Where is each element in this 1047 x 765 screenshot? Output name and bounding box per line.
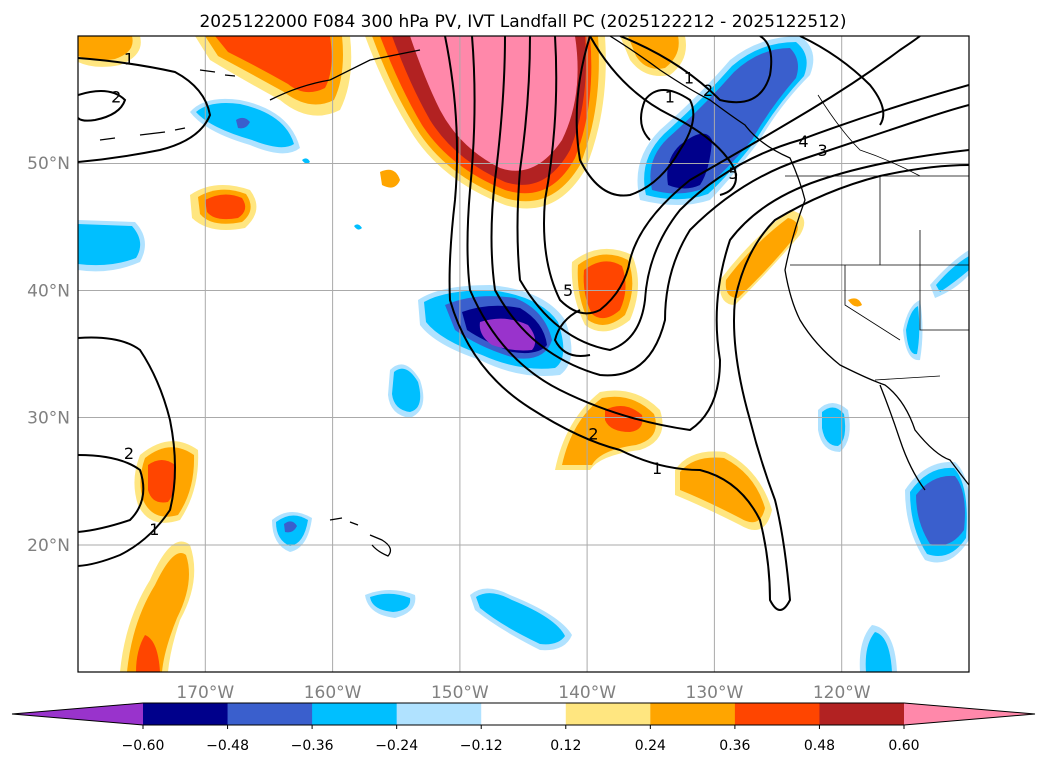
pv-positive-aleutian-east bbox=[195, 36, 352, 116]
contour-label: 5 bbox=[728, 164, 738, 183]
lon-tick-label: 140°W bbox=[558, 683, 616, 703]
colorbar-tick-label: 0.12 bbox=[550, 738, 581, 754]
colorbar-segment bbox=[819, 703, 905, 725]
colorbar-segment bbox=[481, 703, 567, 725]
pv-negative-small-dot bbox=[302, 158, 310, 164]
contour-label: 4 bbox=[798, 132, 808, 151]
colorbar-tick-label: 0.60 bbox=[888, 738, 919, 754]
colorbar-extend-high bbox=[904, 703, 1035, 725]
colorbar-tick-label: −0.36 bbox=[291, 738, 334, 754]
lat-tick-label: 30°N bbox=[27, 409, 70, 429]
lat-tick-label: 50°N bbox=[27, 154, 70, 174]
lon-tick-label: 170°W bbox=[176, 683, 234, 703]
lat-tick-label: 40°N bbox=[27, 281, 70, 301]
pv-negative-aleutian-south bbox=[190, 98, 300, 154]
colorbar-segment bbox=[396, 703, 482, 725]
lon-tick-label: 160°W bbox=[304, 683, 362, 703]
pv-positive-gulf-of-alaska bbox=[365, 36, 606, 209]
colorbar-tick-label: 0.48 bbox=[804, 738, 835, 754]
colorbar-segment bbox=[227, 703, 313, 725]
contour-label: 2 bbox=[111, 88, 121, 107]
pv-positive-california-coast bbox=[719, 210, 805, 305]
pv-negative-south-hawaii bbox=[365, 590, 416, 618]
contour-label: 2 bbox=[703, 81, 713, 100]
pv-positive-30n-140w bbox=[555, 390, 663, 470]
colorbar-segment bbox=[565, 703, 651, 725]
map-frame bbox=[77, 35, 970, 673]
coastlines bbox=[99, 36, 969, 557]
map-title: 2025122000 F084 300 hPa PV, IVT Landfall… bbox=[199, 12, 846, 32]
pv-negative-west-45n bbox=[78, 220, 145, 272]
lon-tick-label: 130°W bbox=[686, 683, 744, 703]
pv-negative-baja-south bbox=[859, 625, 897, 672]
pv-positive-south-west bbox=[120, 541, 195, 672]
contour-label: 2 bbox=[124, 444, 134, 463]
colorbar-extend-low bbox=[12, 703, 143, 725]
colorbar-segment bbox=[650, 703, 736, 725]
pv-positive-small-patch bbox=[380, 169, 400, 188]
lon-tick-label: 120°W bbox=[813, 683, 871, 703]
pv-negative-south-central bbox=[470, 588, 572, 651]
contour-label: 1 bbox=[149, 520, 159, 539]
colorbar: −0.60 −0.48 −0.36 −0.24 −0.12 0.12 0.24 0.36 0.4… bbox=[11, 702, 1036, 754]
contour-label: 1 bbox=[665, 88, 675, 107]
colorbar-tick-label: −0.48 bbox=[206, 738, 249, 754]
colorbar-tick-label: −0.24 bbox=[375, 738, 418, 754]
colorbar-tick-label: −0.12 bbox=[460, 738, 503, 754]
graticule bbox=[78, 36, 969, 672]
pv-negative-hawaii-west bbox=[272, 511, 312, 552]
lon-tick-label: 150°W bbox=[431, 683, 489, 703]
longitude-tick-labels: 170°W 160°W 150°W 140°W 130°W 120°W bbox=[176, 683, 870, 703]
contour-label: 1 bbox=[124, 49, 134, 68]
pv-positive-25n-130w bbox=[675, 451, 772, 530]
contour-label: 5 bbox=[563, 281, 573, 300]
pv-negative-small-dot-2 bbox=[354, 224, 362, 230]
pv-positive-nevada-dot bbox=[848, 298, 862, 307]
pv-positive-central-north bbox=[190, 185, 257, 231]
contour-label: 2 bbox=[588, 425, 598, 444]
colorbar-segment bbox=[312, 703, 398, 725]
contour-label: 3 bbox=[818, 141, 828, 160]
colorbar-tick-label: 0.24 bbox=[635, 738, 666, 754]
pv-positive-25n-175w bbox=[134, 441, 199, 523]
ivt-contours bbox=[78, 36, 969, 611]
latitude-tick-labels: 50°N 40°N 30°N 20°N bbox=[27, 154, 70, 556]
colorbar-tick-label: 0.36 bbox=[719, 738, 750, 754]
lat-tick-label: 20°N bbox=[27, 536, 70, 556]
colorbar-segment bbox=[734, 703, 820, 725]
colorbar-tick-label: −0.60 bbox=[122, 738, 165, 754]
colorbar-segment bbox=[143, 703, 229, 725]
contour-label: 1 bbox=[684, 69, 694, 88]
pv-negative-32n-155w bbox=[388, 364, 424, 418]
contour-label: 1 bbox=[652, 459, 662, 478]
pv-negative-nevada bbox=[903, 300, 923, 361]
